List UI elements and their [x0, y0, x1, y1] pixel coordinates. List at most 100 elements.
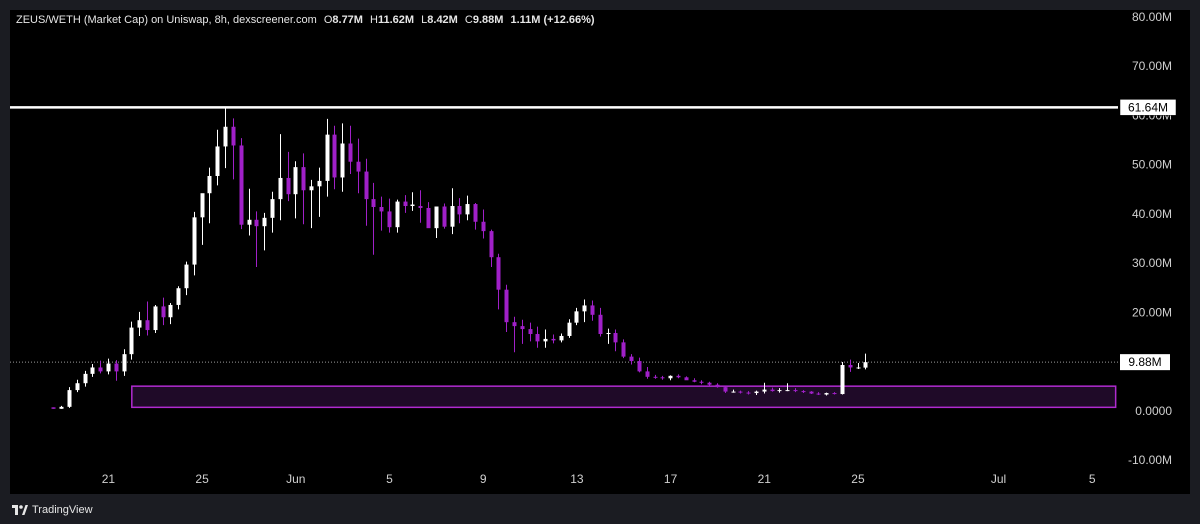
- candle-body: [410, 204, 415, 207]
- candle-body: [863, 362, 868, 368]
- candle-body: [645, 371, 650, 377]
- open-key: O: [323, 14, 333, 26]
- candle-body: [535, 333, 540, 342]
- candle-body: [699, 381, 704, 383]
- candle-body: [512, 322, 517, 327]
- x-tick-label: 25: [195, 472, 209, 486]
- axis-corner: [1118, 463, 1190, 494]
- candle-body: [528, 329, 533, 334]
- candle-body: [457, 206, 462, 215]
- candle-body: [668, 375, 673, 379]
- candle-body: [379, 206, 384, 212]
- x-tick-label: 13: [570, 472, 584, 486]
- close-key: C: [464, 14, 473, 26]
- y-tick-label: 80.00M: [1132, 10, 1172, 24]
- candle-body: [731, 391, 736, 393]
- y-tick-label: -10.00M: [1128, 453, 1172, 467]
- y-tick-label: 20.00M: [1132, 305, 1172, 319]
- candle-body: [395, 201, 400, 228]
- last-price-label: 9.88M: [1128, 355, 1161, 369]
- candle-body: [489, 231, 494, 258]
- candle-body: [387, 211, 392, 228]
- candle-body: [613, 333, 618, 343]
- x-tick-label: 21: [102, 472, 116, 486]
- candle-body: [496, 257, 501, 290]
- y-tick-label: 50.00M: [1132, 158, 1172, 172]
- candle-body: [418, 206, 423, 208]
- candle-body: [442, 206, 447, 227]
- x-tick-label: 21: [758, 472, 772, 486]
- candle-body: [200, 193, 205, 218]
- time-axis[interactable]: [10, 463, 1118, 494]
- candle-body: [340, 143, 345, 178]
- candle-body: [785, 390, 790, 392]
- candle-body: [684, 377, 689, 381]
- candle-body: [434, 206, 439, 229]
- candle-body: [715, 384, 720, 388]
- x-tick-label: 5: [1089, 472, 1096, 486]
- candle-body: [325, 134, 330, 181]
- candle-body: [465, 204, 470, 215]
- candle-body: [168, 304, 173, 318]
- candle-body: [75, 383, 80, 391]
- candle-body: [606, 333, 611, 335]
- x-tick-label: Jun: [286, 472, 305, 486]
- candle-body: [98, 367, 103, 372]
- candle-body: [309, 186, 314, 191]
- candle-body: [348, 143, 353, 162]
- candle-body: [122, 354, 127, 372]
- resistance-label: 61.64M: [1128, 100, 1168, 114]
- candle-body: [738, 391, 743, 393]
- candle-body: [215, 146, 220, 176]
- change-value: 1.11M (+12.66%): [510, 14, 595, 26]
- candle-body: [239, 145, 244, 225]
- y-tick-label: 30.00M: [1132, 256, 1172, 270]
- candle-body: [770, 389, 775, 392]
- candle-body: [473, 204, 478, 222]
- candle-body: [106, 363, 111, 372]
- candle-body: [262, 217, 267, 227]
- candle-body: [816, 393, 821, 395]
- footer: TradingView: [12, 500, 93, 520]
- candle-body: [559, 335, 564, 341]
- candle-body: [543, 338, 548, 342]
- candle-body: [723, 387, 728, 392]
- candle-body: [114, 363, 119, 372]
- candle-body: [653, 376, 658, 378]
- resistance-label-box: [1119, 99, 1177, 116]
- candle-body: [247, 219, 252, 225]
- candle-body: [504, 289, 509, 323]
- tradingview-brand[interactable]: TradingView: [32, 504, 93, 516]
- demand-zone-box: [131, 385, 1117, 409]
- x-tick-label: 5: [386, 472, 393, 486]
- candle-body: [824, 393, 829, 395]
- candle-body: [145, 320, 150, 331]
- candle-body: [153, 306, 158, 331]
- last-price-label-box: [1120, 354, 1170, 371]
- open-value: 8.77M: [332, 14, 363, 26]
- price-axis[interactable]: [1118, 10, 1190, 463]
- x-tick-label: 25: [851, 472, 865, 486]
- candle-body: [793, 390, 798, 392]
- candle-body: [332, 134, 337, 178]
- y-tick-label: 40.00M: [1132, 207, 1172, 221]
- x-tick-label: Jul: [991, 472, 1006, 486]
- candle-body: [317, 180, 322, 187]
- candle-body: [707, 382, 712, 385]
- candle-body: [832, 393, 837, 395]
- candle-body: [286, 177, 291, 195]
- candle-body: [254, 219, 259, 227]
- candle-body: [270, 199, 275, 218]
- low-key: L: [421, 14, 428, 26]
- candle-body: [223, 126, 228, 147]
- y-tick-label: 70.00M: [1132, 59, 1172, 73]
- candle-body: [762, 389, 767, 392]
- symbol-legend: ZEUS/WETH (Market Cap) on Uniswap, 8h, d…: [16, 14, 595, 26]
- candle-body: [356, 161, 361, 172]
- candle-body: [90, 367, 95, 374]
- candle-body: [129, 327, 134, 355]
- candle-body: [809, 391, 814, 394]
- candle-body: [754, 391, 759, 394]
- candle-body: [161, 306, 166, 318]
